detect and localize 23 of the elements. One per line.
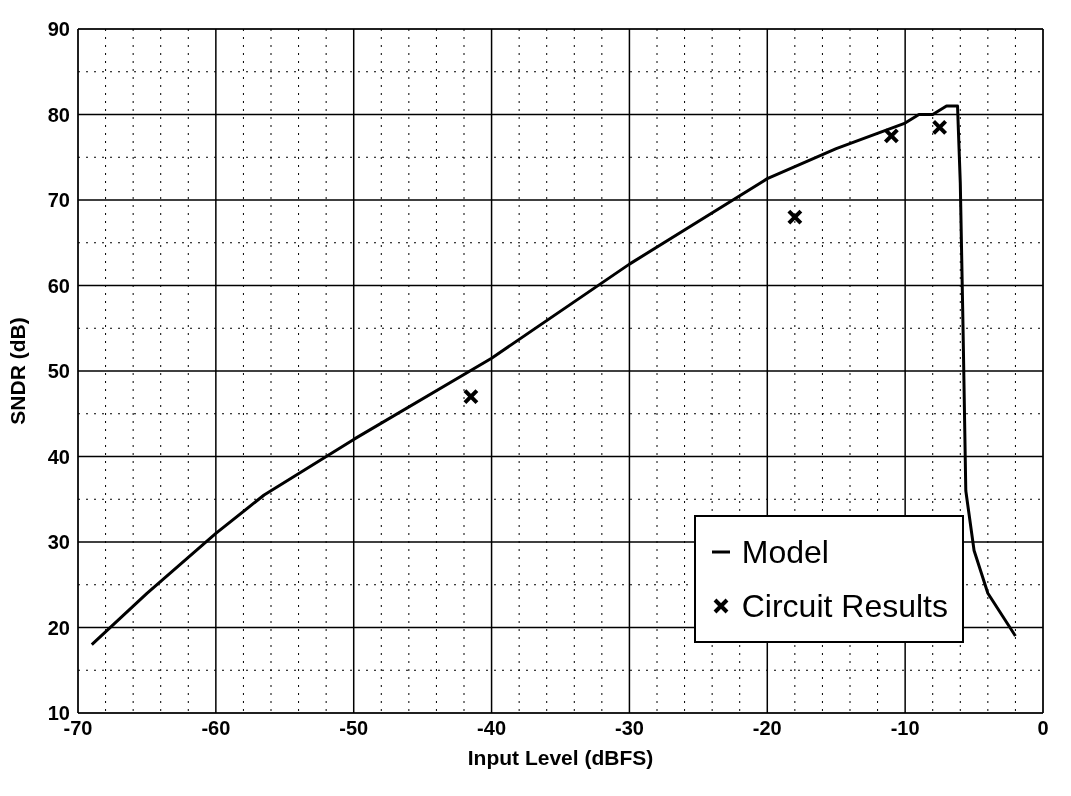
point bbox=[462, 388, 479, 405]
x-tick-label: -10 bbox=[890, 717, 920, 740]
y-tick-label: 80 bbox=[47, 103, 70, 126]
y-tick-label: 50 bbox=[47, 360, 70, 383]
y-tick-label: 20 bbox=[47, 616, 70, 639]
legend-label: Circuit Results bbox=[741, 587, 948, 626]
x-tick-label: -60 bbox=[201, 717, 231, 740]
x-tick-label: -40 bbox=[477, 717, 507, 740]
legend-label: Model bbox=[741, 533, 829, 572]
point bbox=[931, 119, 948, 136]
x-tick-label: 0 bbox=[1037, 717, 1049, 740]
y-axis-title: SNDR (dB) bbox=[6, 317, 30, 425]
y-tick-label: 40 bbox=[47, 445, 70, 468]
x-tick-label: -50 bbox=[339, 717, 369, 740]
point bbox=[786, 209, 803, 226]
y-tick-label: 60 bbox=[47, 274, 70, 297]
y-tick-label: 70 bbox=[47, 189, 70, 212]
x-axis-title: Input Level (dBFS) bbox=[467, 746, 654, 769]
y-tick-label: 90 bbox=[47, 18, 70, 41]
y-tick-label: 30 bbox=[47, 531, 70, 554]
x-tick-label: -20 bbox=[752, 717, 782, 740]
point bbox=[883, 127, 900, 144]
x-tick-label: -30 bbox=[614, 717, 644, 740]
